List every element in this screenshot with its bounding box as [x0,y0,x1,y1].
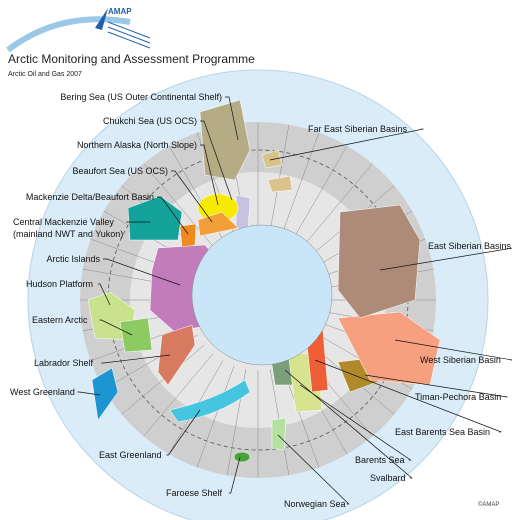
leader-line [166,409,201,456]
leader-line [101,354,171,364]
leader-line [103,258,181,286]
meridian [196,365,235,468]
region-label: Labrador Shelf [34,358,94,368]
region-label: Faroese Shelf [166,488,223,498]
leader-line [284,369,413,479]
region-label: Barents Sea [355,455,405,465]
meridian [281,132,320,235]
leader-line [99,319,133,336]
region-label: (mainland NWT and Yukon) [13,229,123,239]
leader-line [277,434,350,505]
leader-line [77,391,101,396]
region-label: Norwegian Sea [284,499,346,509]
leader-line [394,339,512,361]
meridian [121,344,205,415]
logo: AMAP [6,7,151,53]
logo-text: AMAP [108,7,132,16]
region-label: Central Mackenzie Valley [13,217,114,227]
leader-line [379,247,512,271]
region-label: Timan-Pechora Basin [415,392,501,402]
region-label: Eastern Arctic [32,315,88,325]
region-label: Svalbard [370,473,406,483]
region-label: Chukchi Sea (US OCS) [103,116,197,126]
region-label: Beaufort Sea (US OCS) [72,166,168,176]
leader-line [228,456,241,494]
copyright: ©AMAP [478,501,499,508]
leader-line [98,283,111,306]
subtitle: Arctic Oil and Gas 2007 [8,71,82,78]
region-label: West Greenland [10,387,75,397]
leader-line [157,196,189,235]
region-label: Hudson Platform [26,279,93,289]
leader-line [200,120,233,201]
region-label: Bering Sea (US Outer Continental Shelf) [60,92,222,102]
leader-line [314,359,502,433]
region-label: Far East Siberian Basins [308,124,408,134]
leader-line [364,374,508,398]
region-label: West Siberian Basin [420,355,501,365]
leader-line [269,128,424,161]
labels: Bering Sea (US Outer Continental Shelf) C… [10,92,512,509]
leader-line [200,144,219,206]
region-label: East Barents Sea Basin [395,427,490,437]
region-label: Mackenzie Delta/Beaufort Basin [26,192,154,202]
region-label: East Greenland [99,450,162,460]
region-label: Northern Alaska (North Slope) [77,140,197,150]
leader-line [225,96,239,141]
leader-line [171,170,213,223]
meridian [143,353,214,437]
region-label: Arctic Islands [46,254,100,264]
meridian [302,163,373,247]
leader-line [299,384,412,461]
map [27,69,489,520]
region-label: East Siberian Basins [428,241,512,251]
title: Arctic Monitoring and Assessment Program… [8,52,255,66]
meridian [292,145,348,240]
